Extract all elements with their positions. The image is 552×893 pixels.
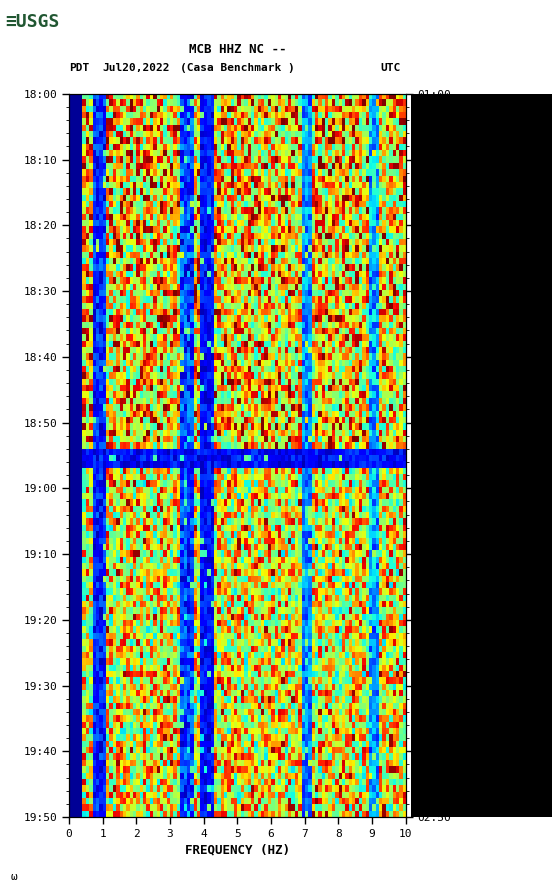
- Text: (Casa Benchmark ): (Casa Benchmark ): [180, 63, 295, 73]
- Text: MCB HHZ NC --: MCB HHZ NC --: [189, 43, 286, 55]
- Text: Jul20,2022: Jul20,2022: [102, 63, 169, 73]
- Text: ≡USGS: ≡USGS: [6, 13, 60, 31]
- X-axis label: FREQUENCY (HZ): FREQUENCY (HZ): [185, 843, 290, 856]
- Text: UTC: UTC: [380, 63, 400, 73]
- Text: ω: ω: [11, 872, 18, 882]
- Text: PDT: PDT: [69, 63, 89, 73]
